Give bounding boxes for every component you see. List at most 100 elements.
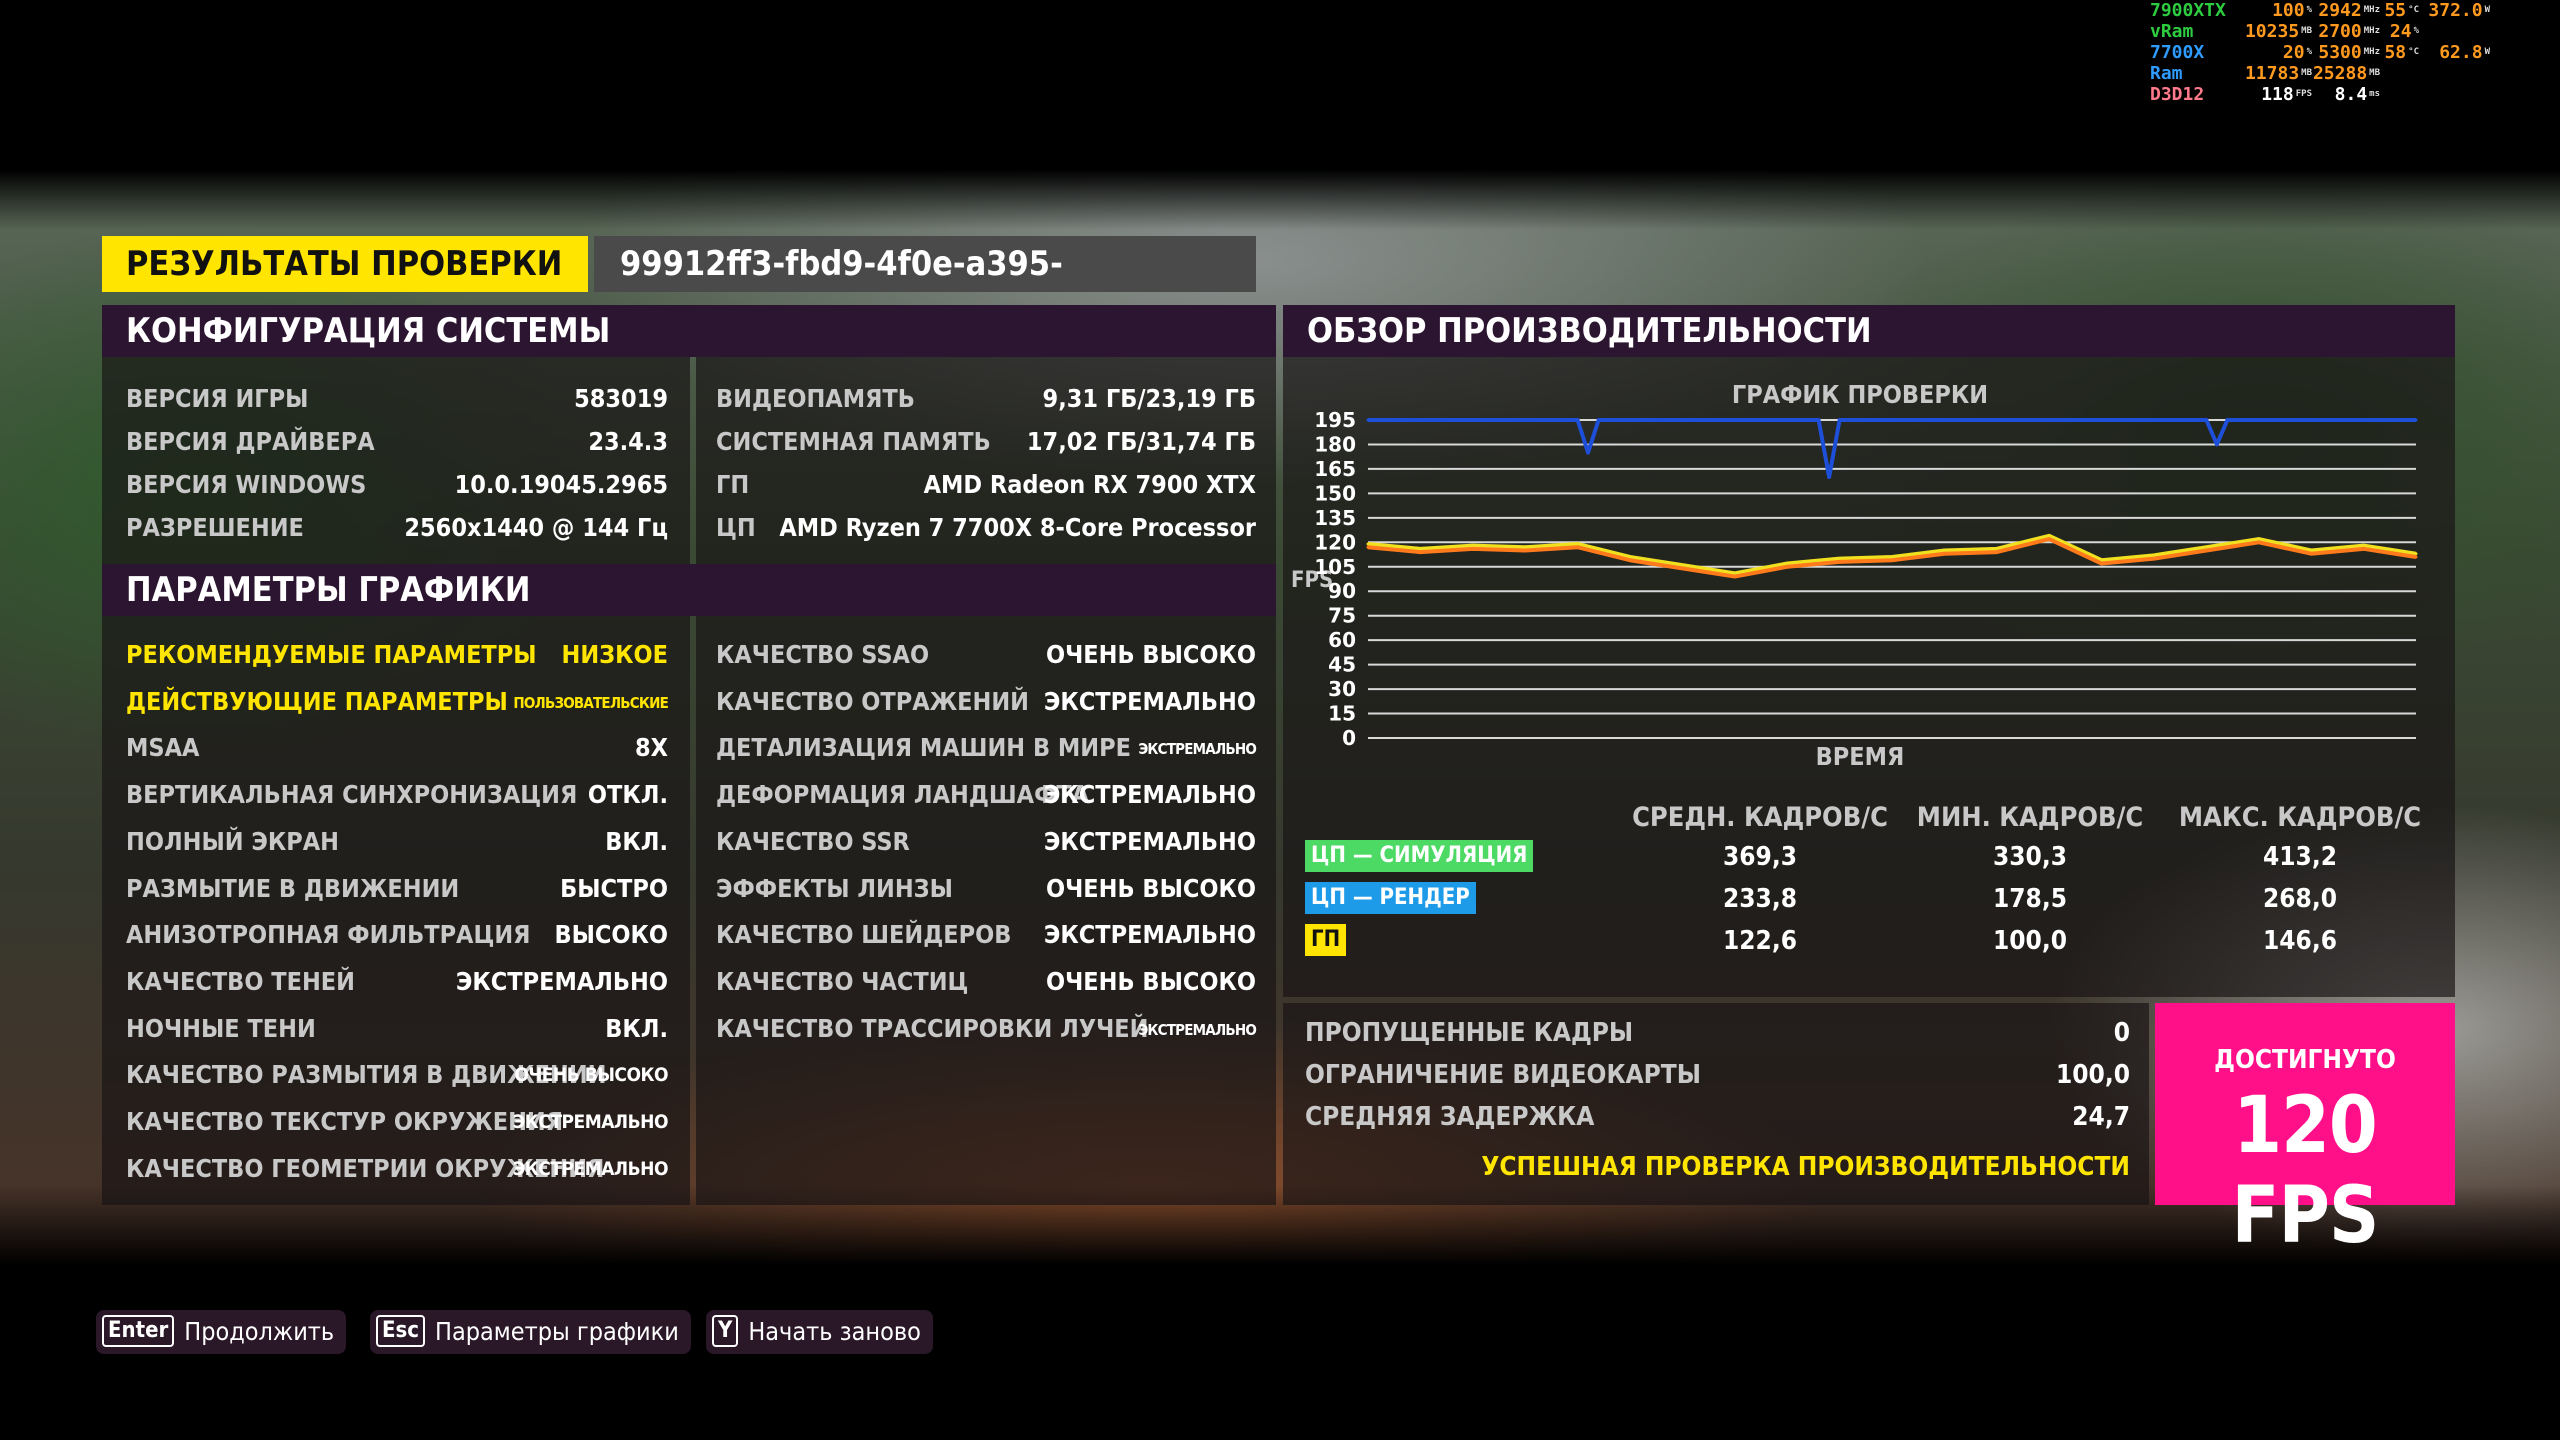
osd-row: vRam 10235 MB 2700 MHz 24% xyxy=(2150,21,2550,42)
data-point xyxy=(2309,548,2313,552)
osd-value: 25288 MB xyxy=(2313,63,2380,84)
data-point xyxy=(1523,548,1527,552)
y-tick-label: 60 xyxy=(1328,628,1356,652)
settings-row: ВЕРТИКАЛЬНАЯ СИНХРОНИЗАЦИЯ ОТКЛ. xyxy=(126,780,668,820)
stats-row-label: ГП xyxy=(1305,924,1347,956)
setting-label: КАЧЕСТВО ТЕНЕЙ xyxy=(126,966,355,996)
setting-label: ДЕТАЛИЗАЦИЯ МАШИН В МИРЕ xyxy=(716,733,1131,763)
osd-unit: ms xyxy=(2369,89,2380,99)
data-point xyxy=(1785,562,1789,566)
setting-label: РЕКОМЕНДУЕМЫЕ ПАРАМЕТРЫ xyxy=(126,640,537,669)
setting-label: АНИЗОТРОПНАЯ ФИЛЬТРАЦИЯ xyxy=(126,920,531,950)
setting-value: 10.0.19045.2965 xyxy=(454,470,668,499)
y-tick-label: 135 xyxy=(1314,506,1356,530)
setting-value: ОЧЕНЬ ВЫСОКО xyxy=(1045,873,1256,903)
settings-row: КАЧЕСТВО ЧАСТИЦ ОЧЕНЬ ВЫСОКО xyxy=(716,967,1256,1007)
stats-row-label: ЦП — СИМУЛЯЦИЯ xyxy=(1305,840,1534,872)
osd-label: Ram xyxy=(2150,63,2183,84)
osd-label: vRam xyxy=(2150,21,2194,42)
performance-overview-header: ОБЗОР ПРОИЗВОДИТЕЛЬНОСТИ xyxy=(1283,305,2455,357)
data-point xyxy=(2204,418,2208,422)
stats-value: 330,3 xyxy=(1993,842,2067,872)
data-point xyxy=(2257,540,2261,544)
y-tick-label: 105 xyxy=(1314,555,1356,579)
setting-label: КАЧЕСТВО SSR xyxy=(716,826,910,856)
performance-summary-panel xyxy=(1283,1003,2149,1205)
data-point xyxy=(1838,560,1842,564)
osd-value: 24% xyxy=(2390,21,2419,42)
setting-label: КАЧЕСТВО ТЕКСТУР ОКРУЖЕНИЯ xyxy=(126,1107,564,1136)
setting-label: ВЕРТИКАЛЬНАЯ СИНХРОНИЗАЦИЯ xyxy=(126,780,578,810)
setting-label: КАЧЕСТВО ШЕЙДЕРОВ xyxy=(716,920,1012,950)
setting-value: 17,02 ГБ/31,74 ГБ xyxy=(1026,427,1256,456)
stats-value: 369,3 xyxy=(1723,842,1797,872)
osd-value: 5300 MHz xyxy=(2318,42,2380,63)
setting-value: ЭКСТРЕМАЛЬНО xyxy=(1043,686,1256,716)
settings-row: КАЧЕСТВО ГЕОМЕТРИИ ОКРУЖЕНИЯ ЭКСТРЕМАЛЬНО xyxy=(126,1154,669,1194)
osd-label: 7900XTX xyxy=(2150,0,2226,21)
osd-unit: W xyxy=(2484,5,2490,15)
settings-row: РАЗМЫТИЕ В ДВИЖЕНИИ БЫСТРО xyxy=(126,874,668,914)
osd-number: 2700 xyxy=(2318,21,2362,42)
data-point xyxy=(1576,418,1580,422)
stats-value: 233,8 xyxy=(1723,884,1797,914)
achieved-label: ДОСТИГНУТО xyxy=(2214,1045,2396,1075)
setting-value: AMD Radeon RX 7900 XTX xyxy=(923,470,1256,499)
data-point xyxy=(1523,545,1527,549)
osd-value: 10235 MB xyxy=(2245,21,2312,42)
data-point xyxy=(2047,537,2051,541)
settings-row: РЕКОМЕНДУЕМЫЕ ПАРАМЕТРЫ НИЗКОЕ xyxy=(126,640,668,680)
data-point xyxy=(1576,545,1580,549)
stats-value: 146,6 xyxy=(2263,926,2337,956)
osd-number: 24 xyxy=(2389,21,2412,42)
data-point xyxy=(2047,534,2051,538)
osd-value: 118 FPS xyxy=(2261,84,2312,105)
summary-label: СРЕДНЯЯ ЗАДЕРЖКА xyxy=(1305,1102,1595,1132)
graphics-settings-button[interactable]: Esc Параметры графики xyxy=(370,1310,691,1354)
stats-column-header: СРЕДН. КАДРОВ/С xyxy=(1632,802,1888,833)
setting-label: ДЕФОРМАЦИЯ ЛАНДШАФТА xyxy=(716,780,1090,810)
osd-value: 55 °C xyxy=(2384,0,2419,21)
settings-row: ДЕФОРМАЦИЯ ЛАНДШАФТА ЭКСТРЕМАЛЬНО xyxy=(716,780,1256,820)
data-point xyxy=(1680,566,1684,570)
data-point xyxy=(2152,557,2156,561)
setting-value: ЭКСТРЕМАЛЬНО xyxy=(1138,1020,1256,1039)
setting-value: ОЧЕНЬ ВЫСОКО xyxy=(1045,966,1256,996)
setting-label: ВИДЕОПАМЯТЬ xyxy=(716,384,915,413)
osd-number: 20 xyxy=(2282,42,2305,63)
results-title: РЕЗУЛЬТАТЫ ПРОВЕРКИ xyxy=(102,236,588,292)
setting-label: КАЧЕСТВО SSAO xyxy=(716,640,930,669)
setting-label: ВЕРСИЯ ИГРЫ xyxy=(126,384,309,413)
settings-row: КАЧЕСТВО ТЕНЕЙ ЭКСТРЕМАЛЬНО xyxy=(126,967,668,1007)
setting-label: ПОЛНЫЙ ЭКРАН xyxy=(126,826,339,856)
data-point xyxy=(2204,548,2208,552)
y-tick-label: 150 xyxy=(1314,481,1356,505)
data-point xyxy=(1890,558,1894,562)
setting-value: AMD Ryzen 7 7700X 8-Core Processor xyxy=(779,513,1256,542)
settings-row: ГП AMD Radeon RX 7900 XTX xyxy=(716,470,1256,510)
setting-label: ВЕРСИЯ ДРАЙВЕРА xyxy=(126,427,375,456)
data-point xyxy=(1366,418,1370,422)
data-point xyxy=(1785,418,1789,422)
osd-number: 58 xyxy=(2384,42,2407,63)
data-point xyxy=(2257,537,2261,541)
restart-button[interactable]: Y Начать заново xyxy=(706,1310,933,1354)
setting-label: РАЗРЕШЕНИЕ xyxy=(126,513,304,542)
osd-row: D3D12 118 FPS 8.4 ms xyxy=(2150,84,2550,105)
achieved-fps-badge: ДОСТИГНУТО 120 FPS xyxy=(2155,1003,2455,1261)
setting-value: ВКЛ. xyxy=(605,826,668,856)
series-line xyxy=(1368,418,2416,480)
osd-value: 2700 MHz xyxy=(2318,21,2380,42)
osd-row: Ram 11783 MB 25288 MB xyxy=(2150,63,2550,84)
osd-value: 62.8 W xyxy=(2439,42,2490,63)
osd-number: 25288 xyxy=(2312,63,2368,84)
data-point xyxy=(2414,418,2418,422)
data-point xyxy=(2362,547,2366,551)
continue-button[interactable]: Enter Продолжить xyxy=(96,1310,347,1354)
graphics-left-panel xyxy=(102,616,690,1205)
data-point xyxy=(2362,544,2366,548)
settings-row: КАЧЕСТВО ШЕЙДЕРОВ ЭКСТРЕМАЛЬНО xyxy=(716,920,1256,960)
settings-row: КАЧЕСТВО ТЕКСТУР ОКРУЖЕНИЯ ЭКСТРЕМАЛЬНО xyxy=(126,1107,669,1147)
setting-label: MSAA xyxy=(126,733,200,763)
